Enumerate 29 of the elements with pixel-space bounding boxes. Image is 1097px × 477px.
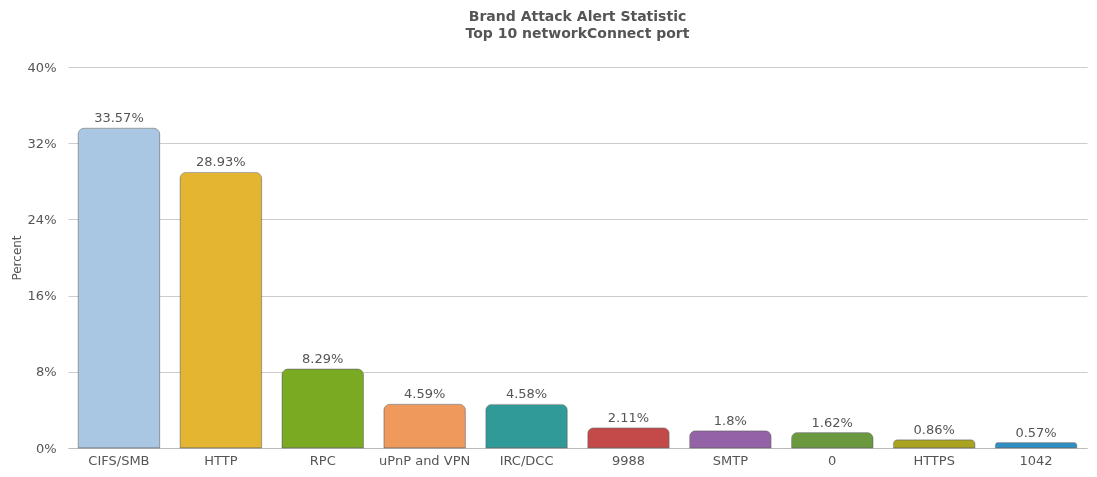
y-tick-label: 24%	[27, 211, 57, 227]
y-tick-label: 16%	[27, 288, 57, 304]
data-label: 0.57%	[1015, 424, 1057, 440]
x-tick-label: IRC/DCC	[499, 452, 554, 468]
x-tick-label: SMTP	[712, 452, 749, 468]
x-tick-label: uPnP and VPN	[379, 452, 471, 468]
y-tick-label: 0%	[35, 440, 57, 456]
chart-title: Brand Attack Alert Statistic	[468, 8, 687, 24]
data-label: 4.58%	[505, 386, 548, 402]
y-tick-label: 40%	[27, 59, 57, 75]
x-tick-label: 0	[828, 452, 837, 468]
data-label: 28.93%	[196, 154, 246, 170]
x-tick-label: 9988	[611, 452, 645, 468]
x-tick-label: RPC	[309, 452, 336, 468]
x-tick-label: CIFS/SMB	[88, 452, 150, 468]
data-label: 2.11%	[607, 409, 650, 425]
data-label: 33.57%	[94, 110, 144, 126]
data-label: 0.86%	[913, 421, 955, 437]
data-label: 1.8%	[713, 412, 747, 428]
x-tick-label: 1042	[1019, 452, 1053, 468]
y-tick-label: 8%	[35, 364, 57, 380]
y-axis-title: Percent	[9, 235, 24, 281]
y-tick-label: 32%	[27, 135, 57, 151]
data-label: 4.59%	[403, 386, 446, 402]
chart-subtitle: Top 10 networkConnect port	[465, 25, 690, 41]
data-label: 8.29%	[302, 351, 344, 367]
x-tick-label: HTTPS	[913, 452, 955, 468]
data-label: 1.62%	[811, 414, 853, 430]
x-tick-label: HTTP	[204, 452, 238, 468]
